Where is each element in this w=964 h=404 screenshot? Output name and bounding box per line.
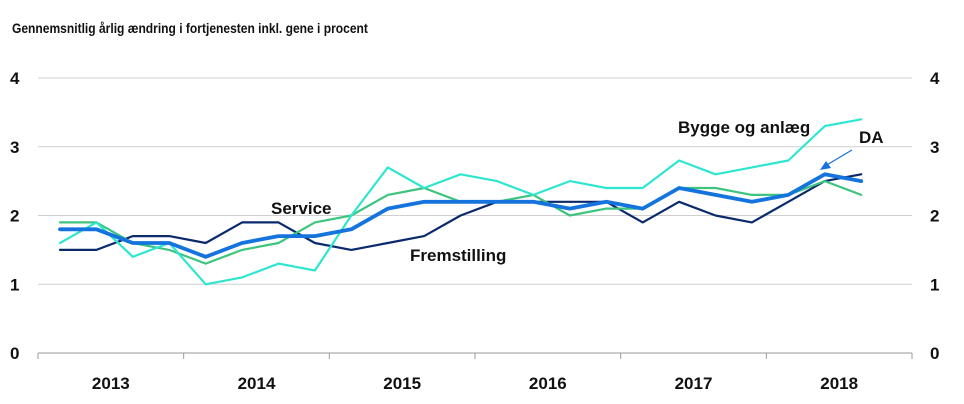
y-tick-left-2: 2 <box>10 207 19 226</box>
axes <box>37 352 913 359</box>
y-tick-right-1: 1 <box>930 275 939 294</box>
x-tick-label-2015: 2015 <box>383 374 421 393</box>
annotation-da: DA <box>859 128 884 147</box>
gridlines <box>38 77 912 285</box>
y-tick-left-1: 1 <box>10 275 19 294</box>
series-line-da <box>58 172 864 259</box>
annotation-bygge-og-anlaeg: Bygge og anlæg <box>678 118 810 137</box>
series-line-bygge-og-anl-g <box>58 118 863 286</box>
y-tick-left-0: 0 <box>10 344 19 363</box>
annotation-fremstilling: Fremstilling <box>410 246 506 265</box>
y-tick-right-0: 0 <box>930 344 939 363</box>
da-annotation-arrowhead <box>820 161 831 170</box>
y-tick-left-3: 3 <box>10 138 19 157</box>
chart-title: Gennemsnitlig årlig ændring i fortjenest… <box>12 20 368 36</box>
series-line-fremstilling <box>58 173 863 251</box>
x-tick-label-2017: 2017 <box>675 374 713 393</box>
y-tick-left-4: 4 <box>10 69 20 88</box>
x-tick-label-2018: 2018 <box>820 374 858 393</box>
da-annotation-arrow <box>824 149 853 167</box>
x-tick-label-2016: 2016 <box>529 374 567 393</box>
annotations: Bygge og anlæg DA Service Fremstilling <box>271 118 884 265</box>
annotation-service: Service <box>271 199 332 218</box>
y-tick-right-3: 3 <box>930 138 939 157</box>
y-tick-right-2: 2 <box>930 207 939 226</box>
y-tick-right-4: 4 <box>930 69 940 88</box>
x-tick-label-2014: 2014 <box>238 374 276 393</box>
series-lines <box>58 118 864 286</box>
x-tick-label-2013: 2013 <box>92 374 130 393</box>
tick-labels: 0 0 1 1 2 2 3 3 4 4 2013 2014 2015 2016 2017 2018 <box>10 69 940 393</box>
